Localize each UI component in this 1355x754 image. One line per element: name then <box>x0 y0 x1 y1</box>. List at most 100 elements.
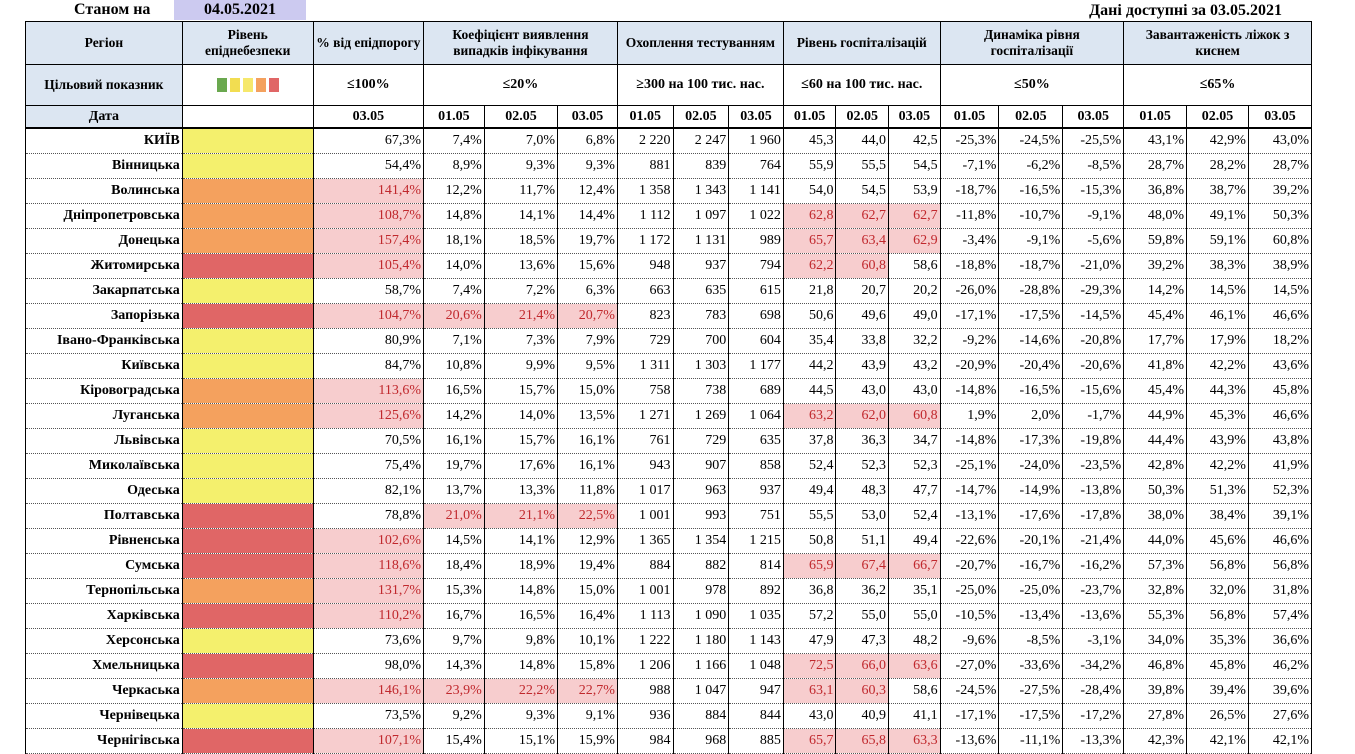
hospitalization-value: 58,6 <box>888 253 941 279</box>
danger-level-cell <box>182 678 314 704</box>
oxygen-beds-value: 56,8% <box>1248 553 1313 579</box>
oxygen-beds-value: 39,2% <box>1248 178 1313 204</box>
oxygen-beds-value: 45,8% <box>1186 653 1249 679</box>
testing-value: 758 <box>617 378 674 404</box>
threshold-value: 82,1% <box>313 478 425 504</box>
detection-value: 13,7% <box>423 478 485 504</box>
oxygen-beds-value: 38,3% <box>1186 253 1249 279</box>
date-testing: 02.05 <box>673 105 730 129</box>
testing-value: 729 <box>673 428 730 454</box>
detection-value: 16,5% <box>484 603 559 629</box>
testing-value: 1 047 <box>673 678 730 704</box>
region-name: Хмельницька <box>25 653 183 679</box>
detection-value: 15,4% <box>423 728 485 754</box>
detection-value: 21,4% <box>484 303 559 329</box>
hospitalization-value: 37,8 <box>783 428 837 454</box>
hospitalization-value: 65,9 <box>783 553 837 579</box>
detection-value: 9,7% <box>423 628 485 654</box>
region-name: Запорізька <box>25 303 183 329</box>
detection-value: 18,9% <box>484 553 559 579</box>
hospitalization-value: 42,5 <box>888 128 941 154</box>
danger-level-cell <box>182 178 314 204</box>
detection-value: 17,6% <box>484 453 559 479</box>
testing-value: 1 172 <box>617 228 674 254</box>
testing-value: 761 <box>617 428 674 454</box>
testing-value: 1 166 <box>673 653 730 679</box>
detection-value: 15,0% <box>557 378 618 404</box>
oxygen-beds-value: 38,0% <box>1123 503 1188 529</box>
testing-value: 978 <box>673 578 730 604</box>
threshold-value: 125,6% <box>313 403 425 429</box>
danger-level-cell <box>182 553 314 579</box>
hospitalization-value: 32,2 <box>888 328 941 354</box>
hosp-dynamics-value: -27,0% <box>940 653 1000 679</box>
detection-value: 22,5% <box>557 503 618 529</box>
testing-value: 839 <box>673 153 730 179</box>
hosp-dynamics-value: -28,4% <box>1062 678 1125 704</box>
hospitalization-value: 49,6 <box>835 303 890 329</box>
hospitalization-value: 65,7 <box>783 228 837 254</box>
hospitalization-value: 65,8 <box>835 728 890 754</box>
detection-value: 15,1% <box>484 728 559 754</box>
testing-value: 943 <box>617 453 674 479</box>
hosp-dynamics-value: -17,5% <box>998 303 1064 329</box>
date-level-empty <box>182 105 314 129</box>
col-region: Регіон <box>25 21 183 65</box>
hosp-dynamics-value: -20,8% <box>1062 328 1125 354</box>
hosp-dynamics-value: -16,2% <box>1062 553 1125 579</box>
hosp-dynamics-value: -11,1% <box>998 728 1064 754</box>
detection-value: 22,2% <box>484 678 559 704</box>
hospitalization-value: 52,3 <box>888 453 941 479</box>
region-name: Івано-Франківська <box>25 328 183 354</box>
testing-value: 858 <box>728 453 784 479</box>
hosp-dynamics-value: -26,0% <box>940 278 1000 304</box>
detection-value: 21,1% <box>484 503 559 529</box>
testing-value: 844 <box>728 703 784 729</box>
testing-value: 698 <box>728 303 784 329</box>
region-name: Чернігівська <box>25 728 183 754</box>
danger-level-cell <box>182 653 314 679</box>
detection-value: 7,4% <box>423 278 485 304</box>
testing-value: 604 <box>728 328 784 354</box>
testing-value: 1 113 <box>617 603 674 629</box>
oxygen-beds-value: 44,4% <box>1123 428 1188 454</box>
hosp-dynamics-value: -14,7% <box>940 478 1000 504</box>
hospitalization-value: 50,8 <box>783 528 837 554</box>
testing-value: 1 064 <box>728 403 784 429</box>
detection-value: 16,4% <box>557 603 618 629</box>
table-row: Закарпатська 58,7% 7,4% 7,2% 6,3% 663 635 615 21… <box>25 278 1313 304</box>
hosp-dynamics-value: -18,7% <box>998 253 1064 279</box>
oxygen-beds-value: 56,8% <box>1186 553 1249 579</box>
hospitalization-value: 36,3 <box>835 428 890 454</box>
hospitalization-value: 40,9 <box>835 703 890 729</box>
testing-value: 2 247 <box>673 128 730 154</box>
detection-value: 16,1% <box>557 453 618 479</box>
region-name: Полтавська <box>25 503 183 529</box>
table-row: Чернігівська 107,1% 15,4% 15,1% 15,9% 984 968 8… <box>25 728 1313 754</box>
threshold-value: 80,9% <box>313 328 425 354</box>
hosp-dynamics-value: -21,0% <box>1062 253 1125 279</box>
testing-value: 663 <box>617 278 674 304</box>
oxygen-beds-value: 14,5% <box>1248 278 1313 304</box>
testing-value: 1 112 <box>617 203 674 229</box>
table-row: Сумська 118,6% 18,4% 18,9% 19,4% 884 882 814 65,… <box>25 553 1313 579</box>
report-header: Станом на 04.05.2021 Дані доступні за 03… <box>0 0 1312 22</box>
region-name: Рівненська <box>25 528 183 554</box>
hospitalization-value: 55,0 <box>888 603 941 629</box>
hosp-dynamics-value: -19,8% <box>1062 428 1125 454</box>
date-hosp: 02.05 <box>835 105 890 129</box>
oxygen-beds-value: 35,3% <box>1186 628 1249 654</box>
hosp-dynamics-value: -16,5% <box>998 178 1064 204</box>
threshold-value: 54,4% <box>313 153 425 179</box>
hospitalization-value: 36,8 <box>783 578 837 604</box>
testing-value: 1 206 <box>617 653 674 679</box>
hosp-dynamics-value: -5,6% <box>1062 228 1125 254</box>
threshold-value: 102,6% <box>313 528 425 554</box>
hosp-dynamics-value: -17,1% <box>940 303 1000 329</box>
testing-value: 892 <box>728 578 784 604</box>
hosp-dynamics-value: -20,1% <box>998 528 1064 554</box>
date-detection: 01.05 <box>423 105 485 129</box>
oxygen-beds-value: 59,1% <box>1186 228 1249 254</box>
testing-value: 1 269 <box>673 403 730 429</box>
oxygen-beds-value: 14,5% <box>1186 278 1249 304</box>
